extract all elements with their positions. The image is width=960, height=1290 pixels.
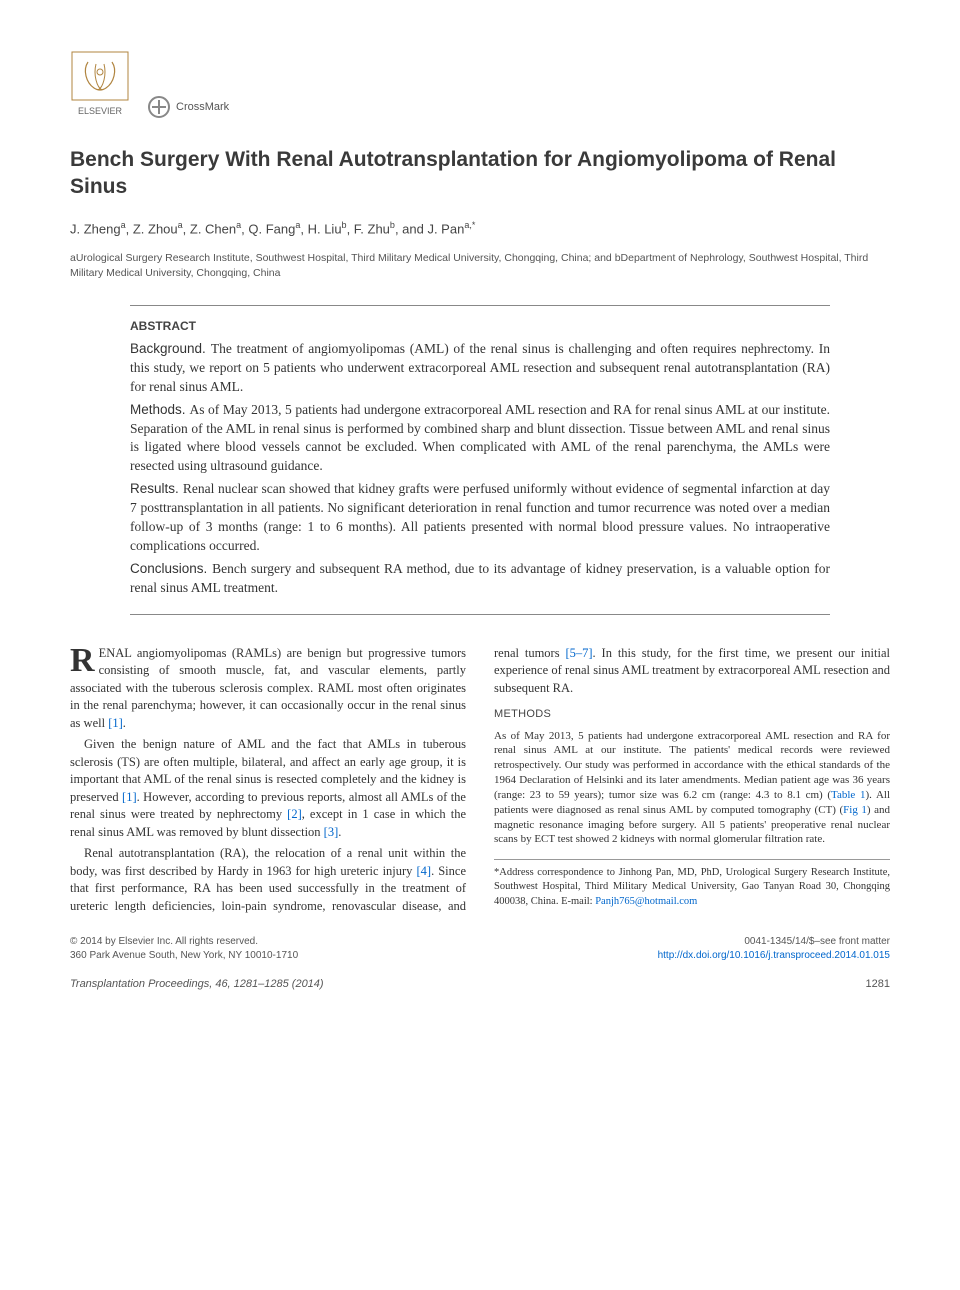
doi-link[interactable]: http://dx.doi.org/10.1016/j.transproceed… <box>658 949 890 963</box>
table-ref-1[interactable]: Table 1 <box>831 789 865 801</box>
abstract-section-text: Renal nuclear scan showed that kidney gr… <box>130 481 830 553</box>
page-number: 1281 <box>866 977 890 992</box>
correspondence-box: *Address correspondence to Jinhong Pan, … <box>494 859 890 909</box>
ref-link-4[interactable]: [4] <box>416 864 431 878</box>
abstract-section: Background. The treatment of angiomyolip… <box>130 340 830 397</box>
ref-link-1b[interactable]: [1] <box>122 790 137 804</box>
author-affil-marker: a,* <box>464 220 475 230</box>
ref-link-5-7[interactable]: [5–7] <box>565 646 592 660</box>
copyright-line: © 2014 by Elsevier Inc. All rights reser… <box>70 935 298 949</box>
ref-link-1[interactable]: [1] <box>108 716 123 730</box>
author-name: , Q. Fang <box>241 221 295 236</box>
abstract-heading: ABSTRACT <box>130 318 830 334</box>
abstract-section-text: As of May 2013, 5 patients had undergone… <box>130 402 830 474</box>
abstract-section-label: Results. <box>130 481 183 496</box>
body-para-2: Given the benign nature of AML and the f… <box>70 736 466 841</box>
correspondence-email[interactable]: Panjh765@hotmail.com <box>595 896 697 907</box>
abstract-section-label: Background. <box>130 341 211 356</box>
elsevier-label: ELSEVIER <box>78 106 123 116</box>
page-footer: © 2014 by Elsevier Inc. All rights reser… <box>70 935 890 963</box>
author-name: , Z. Chen <box>183 221 236 236</box>
fig-ref-1[interactable]: Fig 1 <box>843 804 867 816</box>
author-name: J. Zheng <box>70 221 121 236</box>
publisher-address: 360 Park Avenue South, New York, NY 1001… <box>70 949 298 963</box>
journal-citation: Transplantation Proceedings, 46, 1281–12… <box>70 977 324 992</box>
abstract-section: Results. Renal nuclear scan showed that … <box>130 480 830 556</box>
author-name: , and J. Pan <box>395 221 464 236</box>
crossmark-logo[interactable]: CrossMark <box>148 96 229 118</box>
dropcap: R <box>70 645 99 675</box>
author-name: , Z. Zhou <box>126 221 178 236</box>
author-name: , H. Liu <box>300 221 341 236</box>
issn-line: 0041-1345/14/$–see front matter <box>658 935 890 949</box>
elsevier-logo: ELSEVIER <box>70 50 130 118</box>
authors-line: J. Zhenga, Z. Zhoua, Z. Chena, Q. Fanga,… <box>70 219 890 238</box>
crossmark-icon <box>148 96 170 118</box>
abstract-box: ABSTRACT Background. The treatment of an… <box>130 305 830 615</box>
methods-para: As of May 2013, 5 patients had undergone… <box>494 729 890 848</box>
abstract-section-label: Methods. <box>130 402 189 417</box>
bottom-citation-row: Transplantation Proceedings, 46, 1281–12… <box>70 977 890 992</box>
ref-link-3[interactable]: [3] <box>324 825 339 839</box>
footer-right: 0041-1345/14/$–see front matter http://d… <box>658 935 890 963</box>
author-name: , F. Zhu <box>347 221 390 236</box>
affiliations: aUrological Surgery Research Institute, … <box>70 251 890 280</box>
abstract-section: Conclusions. Bench surgery and subsequen… <box>130 560 830 598</box>
methods-heading: METHODS <box>494 707 890 722</box>
logo-row: ELSEVIER CrossMark <box>70 50 890 118</box>
abstract-section-label: Conclusions. <box>130 561 212 576</box>
ref-link-2[interactable]: [2] <box>287 807 302 821</box>
abstract-section-text: The treatment of angiomyolipomas (AML) o… <box>130 341 830 394</box>
body-columns: RENAL angiomyolipomas (RAMLs) are benign… <box>70 645 890 916</box>
footer-left: © 2014 by Elsevier Inc. All rights reser… <box>70 935 298 963</box>
crossmark-label: CrossMark <box>176 100 229 115</box>
article-title: Bench Surgery With Renal Autotransplanta… <box>70 146 890 201</box>
body-para-1: RENAL angiomyolipomas (RAMLs) are benign… <box>70 645 466 733</box>
abstract-section-text: Bench surgery and subsequent RA method, … <box>130 561 830 595</box>
abstract-section: Methods. As of May 2013, 5 patients had … <box>130 401 830 477</box>
